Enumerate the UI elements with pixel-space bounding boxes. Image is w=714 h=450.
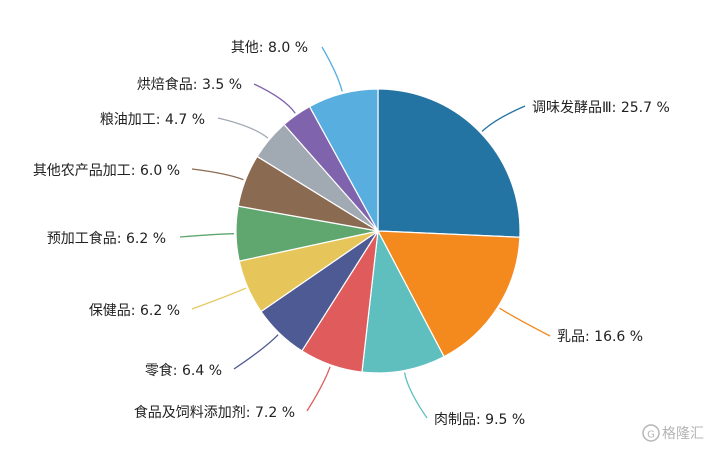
slice-label-6: 保健品: 6.2 %: [89, 303, 180, 319]
leader-line-9: [217, 117, 269, 139]
slice-label-7: 预加工食品: 6.2 %: [47, 230, 166, 247]
leader-line-7: [179, 233, 235, 238]
leader-line-4: [306, 366, 331, 412]
pie-slice-3: [361, 228, 445, 374]
slice-label-4: 食品及饲料添加剂: 7.2 %: [134, 404, 295, 421]
leader-line-8: [191, 168, 244, 181]
leader-line-2: [499, 307, 551, 337]
slice-label-3: 肉制品: 9.5 %: [434, 412, 525, 428]
g-logo-icon: G: [642, 424, 660, 442]
slice-label-1: 调味发酵品Ⅲ: 25.7 %: [532, 100, 670, 116]
pie-slice-1: [377, 88, 521, 238]
leader-lines-layer: [179, 46, 551, 419]
pie-slice-2: [376, 230, 521, 358]
leader-line-1: [481, 105, 526, 132]
leader-line-3: [403, 372, 428, 419]
leader-line-5: [233, 334, 279, 370]
slice-label-10: 烘焙食品: 3.5 %: [137, 76, 242, 93]
slice-labels-layer: 调味发酵品Ⅲ: 25.7 % 乳品: 16.6 % 肉制品: 9.5 % 食品及饲料添…: [33, 40, 670, 428]
slice-label-11: 其他: 8.0 %: [231, 40, 308, 56]
pie-slice-11: [308, 88, 379, 232]
watermark: G 格隆汇: [642, 424, 704, 442]
leader-line-10: [253, 83, 296, 114]
slice-label-5: 零食: 6.4 %: [145, 362, 222, 379]
watermark-text: 格隆汇: [662, 426, 704, 442]
slice-label-2: 乳品: 16.6 %: [557, 329, 643, 345]
leader-line-6: [191, 287, 247, 310]
svg-text:G: G: [647, 430, 655, 441]
slice-label-9: 粮油加工: 4.7 %: [100, 112, 205, 128]
leader-line-11: [321, 46, 343, 92]
slices-layer: [235, 88, 521, 374]
slice-label-8: 其他农产品加工: 6.0 %: [33, 163, 180, 179]
